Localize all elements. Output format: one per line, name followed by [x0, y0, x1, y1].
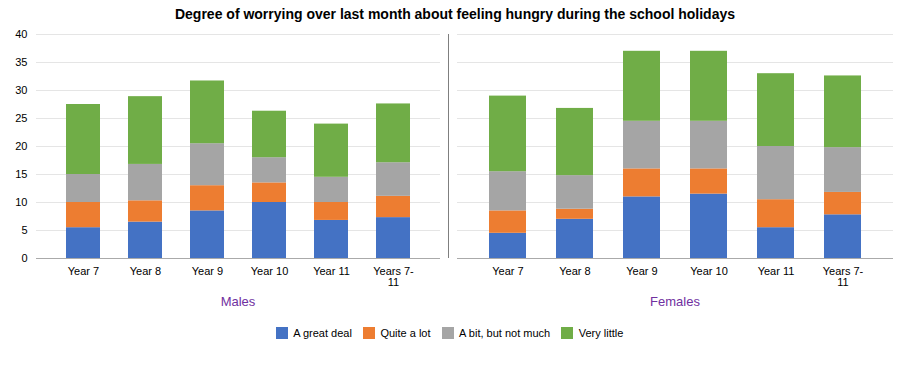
- svg-text:Year 10: Year 10: [690, 265, 728, 277]
- svg-text:30: 30: [15, 84, 27, 96]
- svg-text:15: 15: [15, 168, 27, 180]
- html-text:A bit, but not much: A bit, but not much: [459, 326, 551, 339]
- svg-text:0: 0: [21, 252, 27, 264]
- svg-text:25: 25: [15, 112, 27, 124]
- svg-text:35: 35: [15, 56, 27, 68]
- svg-text:Year 8: Year 8: [559, 265, 590, 277]
- svg-text:Year 11: Year 11: [313, 265, 350, 277]
- html-text:Males: Males: [220, 294, 256, 309]
- html-text:Females: Females: [650, 294, 700, 309]
- svg-text:5: 5: [21, 224, 27, 236]
- svg-text:Years 7-11: Years 7-11: [373, 265, 414, 288]
- svg-text:Year 9: Year 9: [626, 265, 657, 277]
- svg-text:Years 7-11: Years 7-11: [823, 265, 864, 288]
- html-text:Degree of worrying over last m: Degree of worrying over last month about…: [175, 6, 735, 22]
- svg-text:Year 7: Year 7: [492, 265, 523, 277]
- html-text:A great deal: A great deal: [293, 326, 352, 339]
- html-text:Quite a lot: Quite a lot: [380, 326, 431, 339]
- svg-text:Year 7: Year 7: [68, 265, 99, 277]
- svg-text:40: 40: [15, 28, 27, 40]
- svg-text:10: 10: [15, 196, 27, 208]
- svg-text:Year 9: Year 9: [192, 265, 223, 277]
- svg-text:Year 8: Year 8: [130, 265, 161, 277]
- svg-text:20: 20: [15, 140, 27, 152]
- svg-text:Year 11: Year 11: [758, 265, 795, 277]
- html-text:Very little: Very little: [578, 326, 624, 339]
- svg-text:Year 10: Year 10: [251, 265, 289, 277]
